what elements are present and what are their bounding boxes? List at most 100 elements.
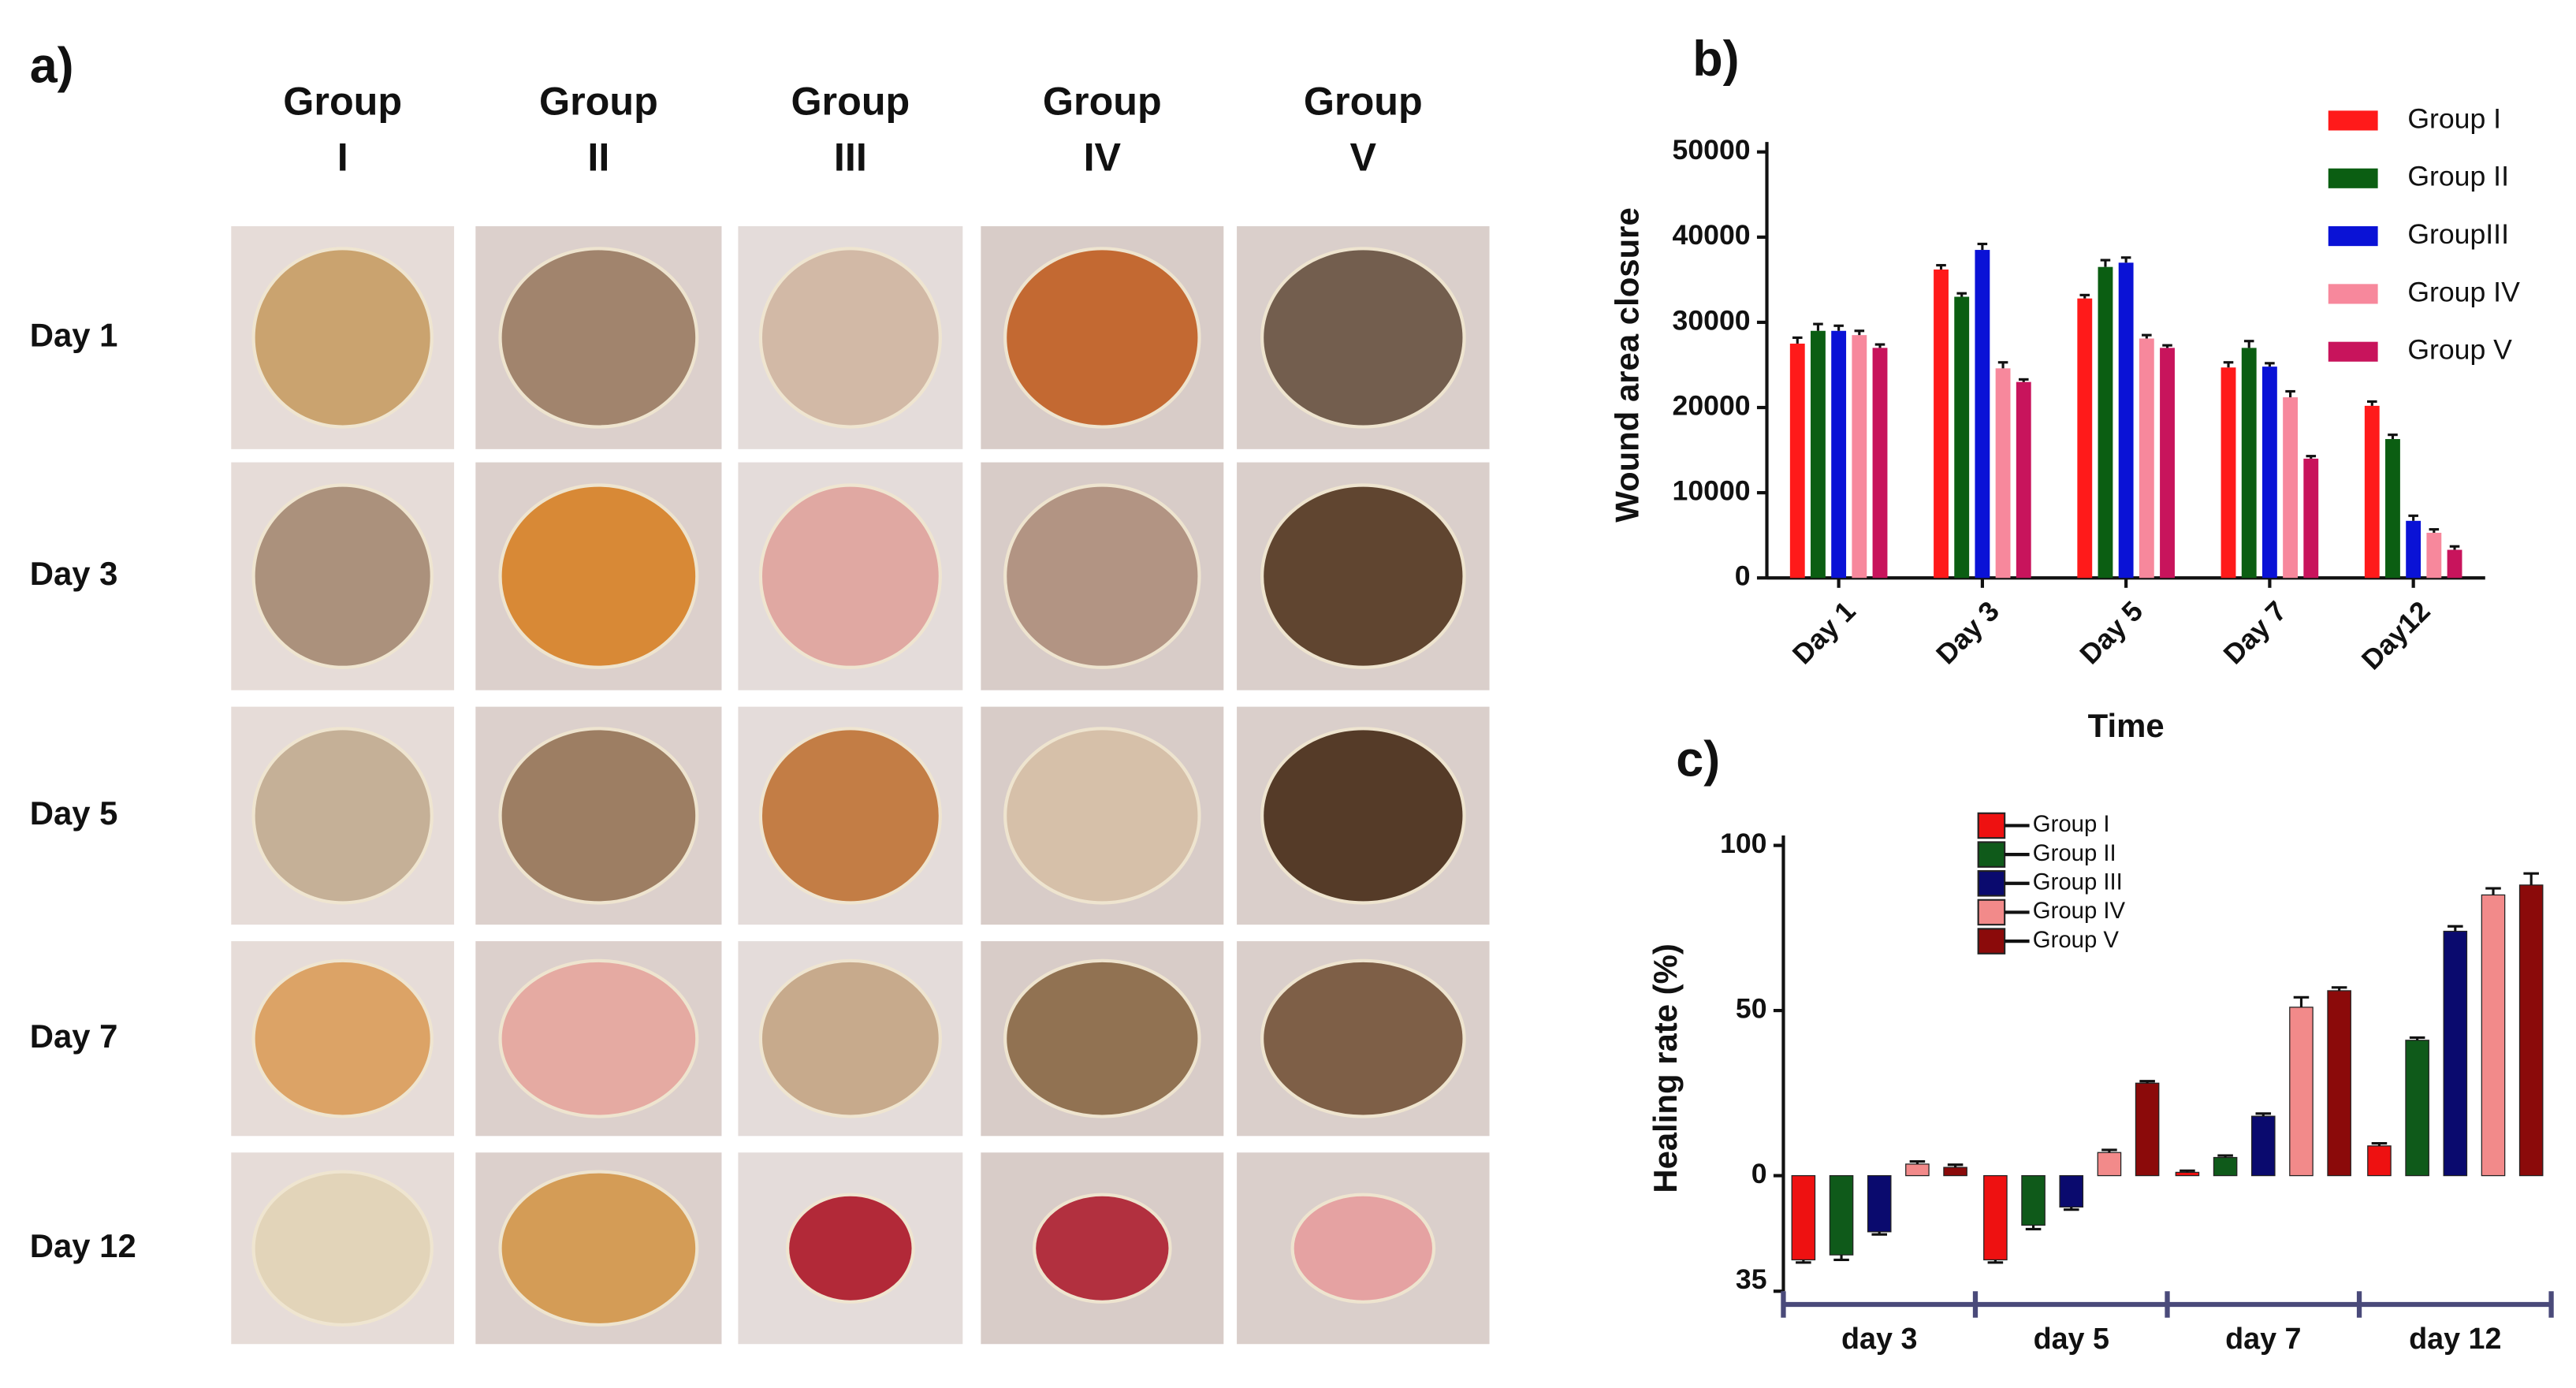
bar xyxy=(1867,1174,1892,1233)
wound-area xyxy=(498,483,699,669)
bar xyxy=(1905,1163,1930,1177)
bar xyxy=(2367,1145,2392,1177)
bar xyxy=(1943,1167,1967,1177)
bar xyxy=(1831,330,1847,579)
bar xyxy=(2289,1007,2314,1177)
legend-label: Group IV xyxy=(2033,898,2126,924)
bar xyxy=(2303,458,2319,579)
column-header: Group xyxy=(283,78,402,123)
wound-area xyxy=(498,247,699,429)
bar xyxy=(2443,930,2468,1177)
bar xyxy=(2250,1115,2276,1177)
row-label: Day 3 xyxy=(30,555,118,592)
y-tick-label: 20000 xyxy=(1673,389,1751,421)
bar xyxy=(1872,348,1888,579)
y-tick-label: 0 xyxy=(1735,560,1751,592)
bar xyxy=(2405,1040,2429,1177)
bar xyxy=(1852,335,1867,579)
legend-swatch xyxy=(1977,841,2006,868)
bar xyxy=(1811,330,1826,579)
column-header: III xyxy=(834,135,867,180)
legend-swatch xyxy=(2328,168,2378,188)
wound-area xyxy=(251,483,434,669)
row-label: Day 7 xyxy=(30,1018,118,1055)
bar xyxy=(2481,894,2506,1177)
wound-area xyxy=(251,958,434,1118)
x-tick-label: day 12 xyxy=(2409,1322,2501,1355)
wound-area xyxy=(498,727,699,905)
y-tick-label: 35 xyxy=(1736,1263,1767,1295)
bar xyxy=(2118,262,2134,579)
y-tick-label: 10000 xyxy=(1673,475,1751,507)
column-header: Group xyxy=(1043,78,1162,123)
column-header: II xyxy=(587,135,609,180)
bar xyxy=(2385,439,2400,579)
bar xyxy=(2098,266,2113,579)
y-tick-label: 100 xyxy=(1720,828,1766,859)
bar xyxy=(1934,269,1949,579)
wound-area xyxy=(251,727,434,905)
bar xyxy=(1789,343,1805,579)
bar xyxy=(1791,1174,1816,1261)
legend-swatch xyxy=(2328,110,2378,131)
legend-label: Group II xyxy=(2407,161,2509,192)
bar xyxy=(1983,1174,2008,1261)
legend-label: Group III xyxy=(2033,869,2123,895)
wound-area xyxy=(1290,1193,1436,1304)
wound-area xyxy=(251,247,434,429)
bar xyxy=(2241,348,2257,579)
wound-area xyxy=(498,958,699,1118)
column-header: Group xyxy=(539,78,658,123)
bar xyxy=(2097,1152,2122,1177)
wound-area xyxy=(1260,483,1466,669)
wound-area xyxy=(1260,247,1466,429)
legend-label: Group I xyxy=(2033,811,2110,837)
legend-swatch xyxy=(1977,899,2006,926)
column-header: I xyxy=(337,135,348,180)
bar xyxy=(2160,348,2175,579)
legend-swatch xyxy=(1977,812,2006,839)
wound-area xyxy=(1260,727,1466,905)
wound-area xyxy=(1003,958,1201,1118)
row-label: Day 1 xyxy=(30,316,118,353)
column-header: Group xyxy=(791,78,910,123)
bar xyxy=(2327,990,2351,1177)
wound-area xyxy=(758,958,942,1118)
legend-label: Group V xyxy=(2407,334,2512,366)
bar xyxy=(2059,1174,2084,1208)
y-tick-label: 0 xyxy=(1751,1158,1767,1189)
bar xyxy=(2175,1171,2200,1177)
y-tick-label: 50000 xyxy=(1673,134,1751,166)
wound-area xyxy=(498,1170,699,1327)
bar xyxy=(2139,338,2154,579)
legend-swatch xyxy=(1977,870,2006,897)
bar xyxy=(2283,397,2299,579)
column-header: IV xyxy=(1084,135,1122,180)
y-tick-label: 30000 xyxy=(1673,304,1751,336)
wound-area xyxy=(251,1170,434,1327)
wound-area xyxy=(758,483,942,669)
legend-swatch xyxy=(2328,284,2378,304)
bar xyxy=(1829,1174,1854,1256)
panel-title: a) xyxy=(30,39,74,94)
bar xyxy=(1995,368,2011,579)
bar xyxy=(2447,549,2462,579)
x-tick-label: day 7 xyxy=(2225,1322,2301,1355)
x-axis-label: Time xyxy=(2088,707,2165,744)
y-tick-label: 50 xyxy=(1736,992,1767,1024)
bar xyxy=(1954,296,1970,579)
wound-area xyxy=(1003,483,1201,669)
y-axis-label: Healing rate (%) xyxy=(1647,943,1684,1193)
bar xyxy=(2135,1082,2160,1177)
bar xyxy=(2016,381,2031,579)
bar xyxy=(2213,1156,2238,1177)
legend-swatch xyxy=(2328,341,2378,362)
bar xyxy=(2261,367,2277,579)
column-header: Group xyxy=(1304,78,1423,123)
x-tick-label: day 3 xyxy=(1841,1322,1917,1355)
row-label: Day 5 xyxy=(30,794,118,832)
bar xyxy=(2220,367,2236,579)
bar xyxy=(2077,298,2093,579)
